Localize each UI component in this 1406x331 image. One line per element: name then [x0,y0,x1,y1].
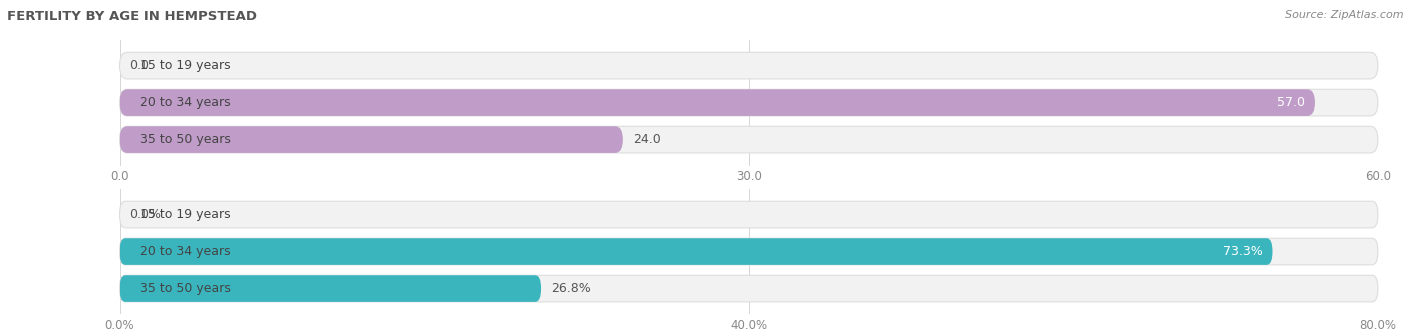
FancyBboxPatch shape [120,126,623,153]
FancyBboxPatch shape [120,52,1378,79]
Text: 35 to 50 years: 35 to 50 years [139,282,231,295]
Text: 57.0: 57.0 [1277,96,1305,109]
Text: 15 to 19 years: 15 to 19 years [139,208,231,221]
Text: 24.0: 24.0 [633,133,661,146]
FancyBboxPatch shape [120,238,1272,265]
FancyBboxPatch shape [120,89,1315,116]
Text: 15 to 19 years: 15 to 19 years [139,59,231,72]
Text: 0.0: 0.0 [129,59,149,72]
FancyBboxPatch shape [120,275,1378,302]
FancyBboxPatch shape [120,126,1378,153]
FancyBboxPatch shape [120,238,1378,265]
Text: 20 to 34 years: 20 to 34 years [139,245,231,258]
Text: Source: ZipAtlas.com: Source: ZipAtlas.com [1285,10,1403,20]
FancyBboxPatch shape [120,89,1378,116]
Text: 73.3%: 73.3% [1223,245,1263,258]
Text: 0.0%: 0.0% [129,208,162,221]
Text: FERTILITY BY AGE IN HEMPSTEAD: FERTILITY BY AGE IN HEMPSTEAD [7,10,257,23]
Text: 35 to 50 years: 35 to 50 years [139,133,231,146]
FancyBboxPatch shape [120,201,1378,228]
FancyBboxPatch shape [120,275,541,302]
Text: 26.8%: 26.8% [551,282,591,295]
Text: 20 to 34 years: 20 to 34 years [139,96,231,109]
